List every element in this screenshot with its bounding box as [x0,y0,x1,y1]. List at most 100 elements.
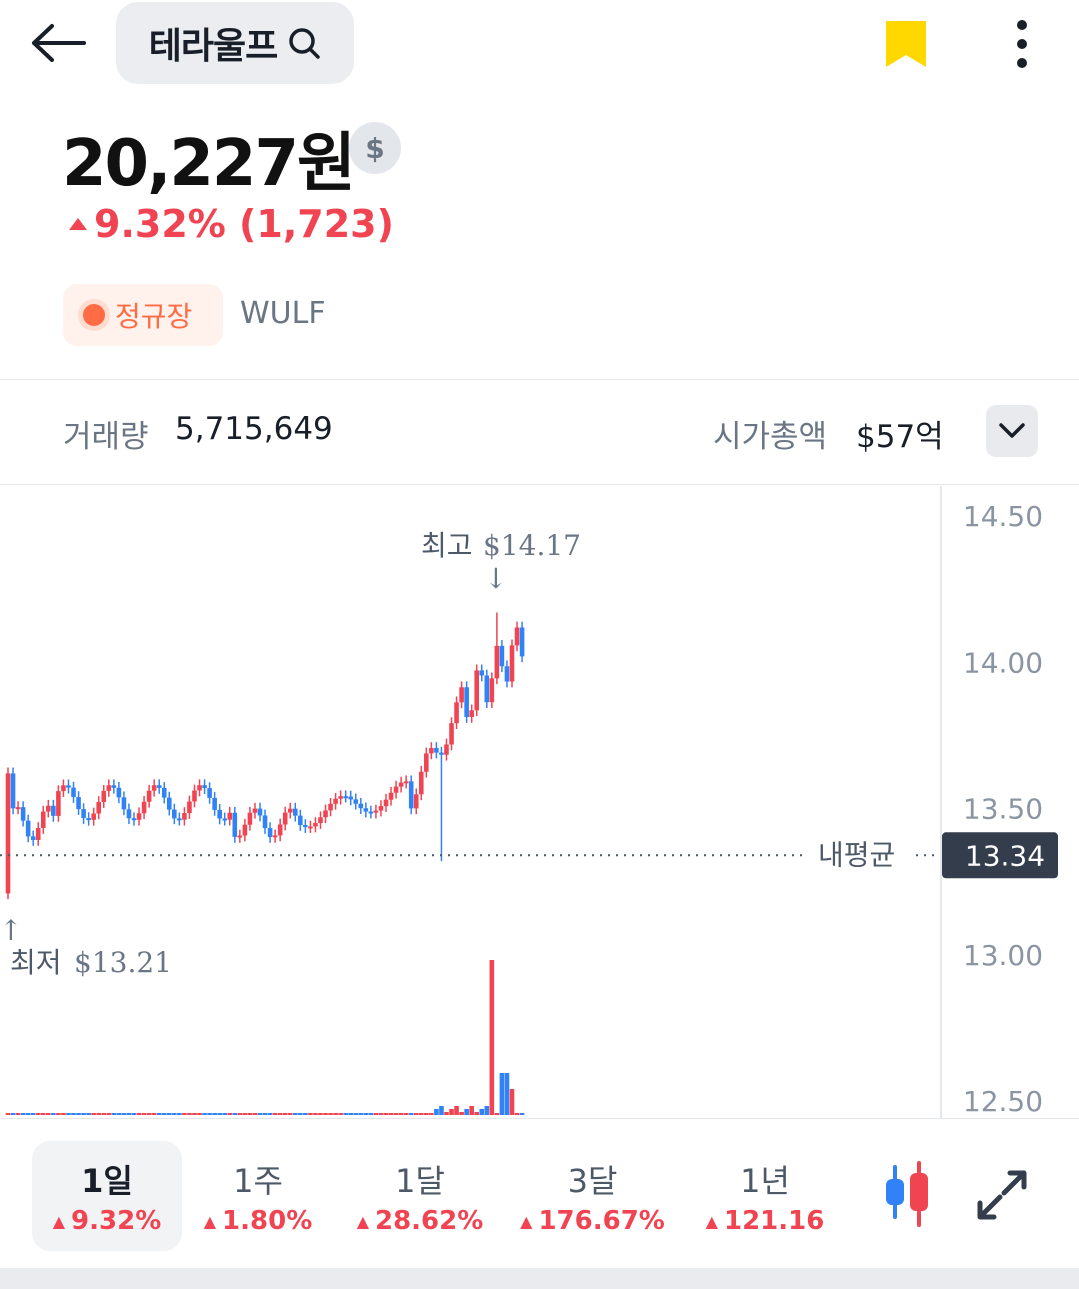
candle-body [383,799,389,807]
currency-toggle-button[interactable]: $ [349,122,401,174]
volume-bar [313,1113,318,1115]
stock-name: 테라울프 [148,26,278,67]
volume-bar [237,1113,243,1115]
price-chart[interactable]: 14.50 14.00 13.50 13.00 12.50 내평균 13.34 최고 $… [0,486,1079,1118]
candle-body [469,710,474,718]
triangle-up-icon: ▲ [520,1211,533,1231]
candle-body [252,808,258,813]
volume-bar [323,1113,328,1115]
average-price-label: 내평균 [818,838,895,871]
volume-bar [121,1113,127,1115]
tab-change: ▲ 1.80% [203,1206,313,1236]
volume-bar [222,1113,228,1115]
candle-body [151,785,157,791]
candle-body [20,807,26,821]
volume-bar [15,1113,21,1115]
volume-bar [363,1113,369,1115]
market-cap-value: $57억 [856,419,944,455]
candle-body [363,808,369,812]
volume-bar [408,1113,414,1115]
market-cap-label: 시가총액 [713,419,828,455]
candle-body [504,666,510,682]
candle-body [192,790,197,802]
candle-body [298,815,303,826]
triangle-up-icon: ▲ [356,1211,369,1231]
candle-body [177,818,182,821]
volume-bar [328,1113,333,1115]
volume-value: 5,715,649 [175,411,333,447]
y-tick-label: 13.50 [963,793,1043,826]
volume-bar [353,1113,359,1115]
volume-bar [252,1113,258,1115]
volume-bar [156,1113,162,1115]
candle-body [398,782,404,787]
volume-bar [368,1113,374,1115]
volume-bar [116,1113,122,1115]
triangle-up-icon: ▲ [52,1211,66,1231]
tab-change: ▲ 28.62% [356,1206,484,1236]
volume-bar [484,1106,490,1115]
tab-3-months[interactable]: 3달 ▲ 176.67% [510,1141,675,1251]
volume-bar [247,1113,253,1115]
tab-label: 1주 [233,1162,283,1200]
candle-body [292,808,298,816]
candle-body [76,797,81,810]
tab-1-month[interactable]: 1달 ▲ 28.62% [340,1141,500,1251]
volume-bar [424,1113,429,1115]
triangle-up-icon: ▲ [203,1211,217,1231]
tab-1-day[interactable]: 1일 ▲ 9.32% [32,1141,182,1251]
candle-body [35,828,41,840]
candle-body [403,781,409,784]
candle-body [257,808,263,816]
volume-bar [333,1113,338,1115]
candle-body [161,787,167,798]
candle-body [343,796,348,799]
volume-bar [469,1106,474,1115]
high-arrow: ↓ [484,562,507,595]
fullscreen-button[interactable] [974,1167,1030,1223]
back-button[interactable] [26,18,92,68]
volume-bar [197,1113,202,1115]
candle-body [444,744,449,755]
candle-body [318,817,323,824]
volume-bar [388,1113,394,1115]
volume-bar [146,1113,152,1115]
volume-bar [101,1113,107,1115]
candle-body [287,808,293,813]
market-status-dot [83,304,105,326]
volume-bar [227,1113,233,1115]
price-change-text: 9.32% (1,723) [94,202,394,246]
volume-bar [429,1113,434,1115]
high-label: 최고 [421,529,473,562]
stock-search-button[interactable]: 테라울프 [116,2,354,84]
candle-body [489,678,495,703]
volume-bar [257,1113,263,1115]
volume-bar [81,1113,86,1115]
tab-label: 1일 [81,1162,133,1200]
more-options-button[interactable] [1000,14,1044,74]
tab-1-year[interactable]: 1년 ▲ 121.16 [700,1141,830,1251]
volume-bar [46,1113,51,1115]
volume-bar [398,1113,404,1115]
volume-bar [61,1113,66,1115]
candle-body [131,818,137,821]
bookmark-button[interactable] [880,16,932,72]
volume-bar [348,1113,354,1115]
expand-stats-button[interactable] [986,405,1038,457]
tab-1-week[interactable]: 1주 ▲ 1.80% [188,1141,328,1251]
market-status-label: 정규장 [115,300,193,333]
chart-type-toggle[interactable] [880,1159,934,1229]
current-price: 20,227원 [62,127,356,201]
candle-body [202,785,207,789]
average-price-value: 13.34 [965,839,1045,872]
volume-bar [262,1113,268,1115]
candle-body [247,812,253,825]
y-tick-label: 14.00 [963,646,1043,679]
y-tick-label: 14.50 [963,500,1043,533]
candle-body [232,812,238,837]
volume-bar [20,1113,26,1115]
volume-bar [403,1113,409,1115]
volume-bar [192,1113,197,1115]
volume-bar [434,1109,439,1115]
volume-bar [308,1113,313,1115]
